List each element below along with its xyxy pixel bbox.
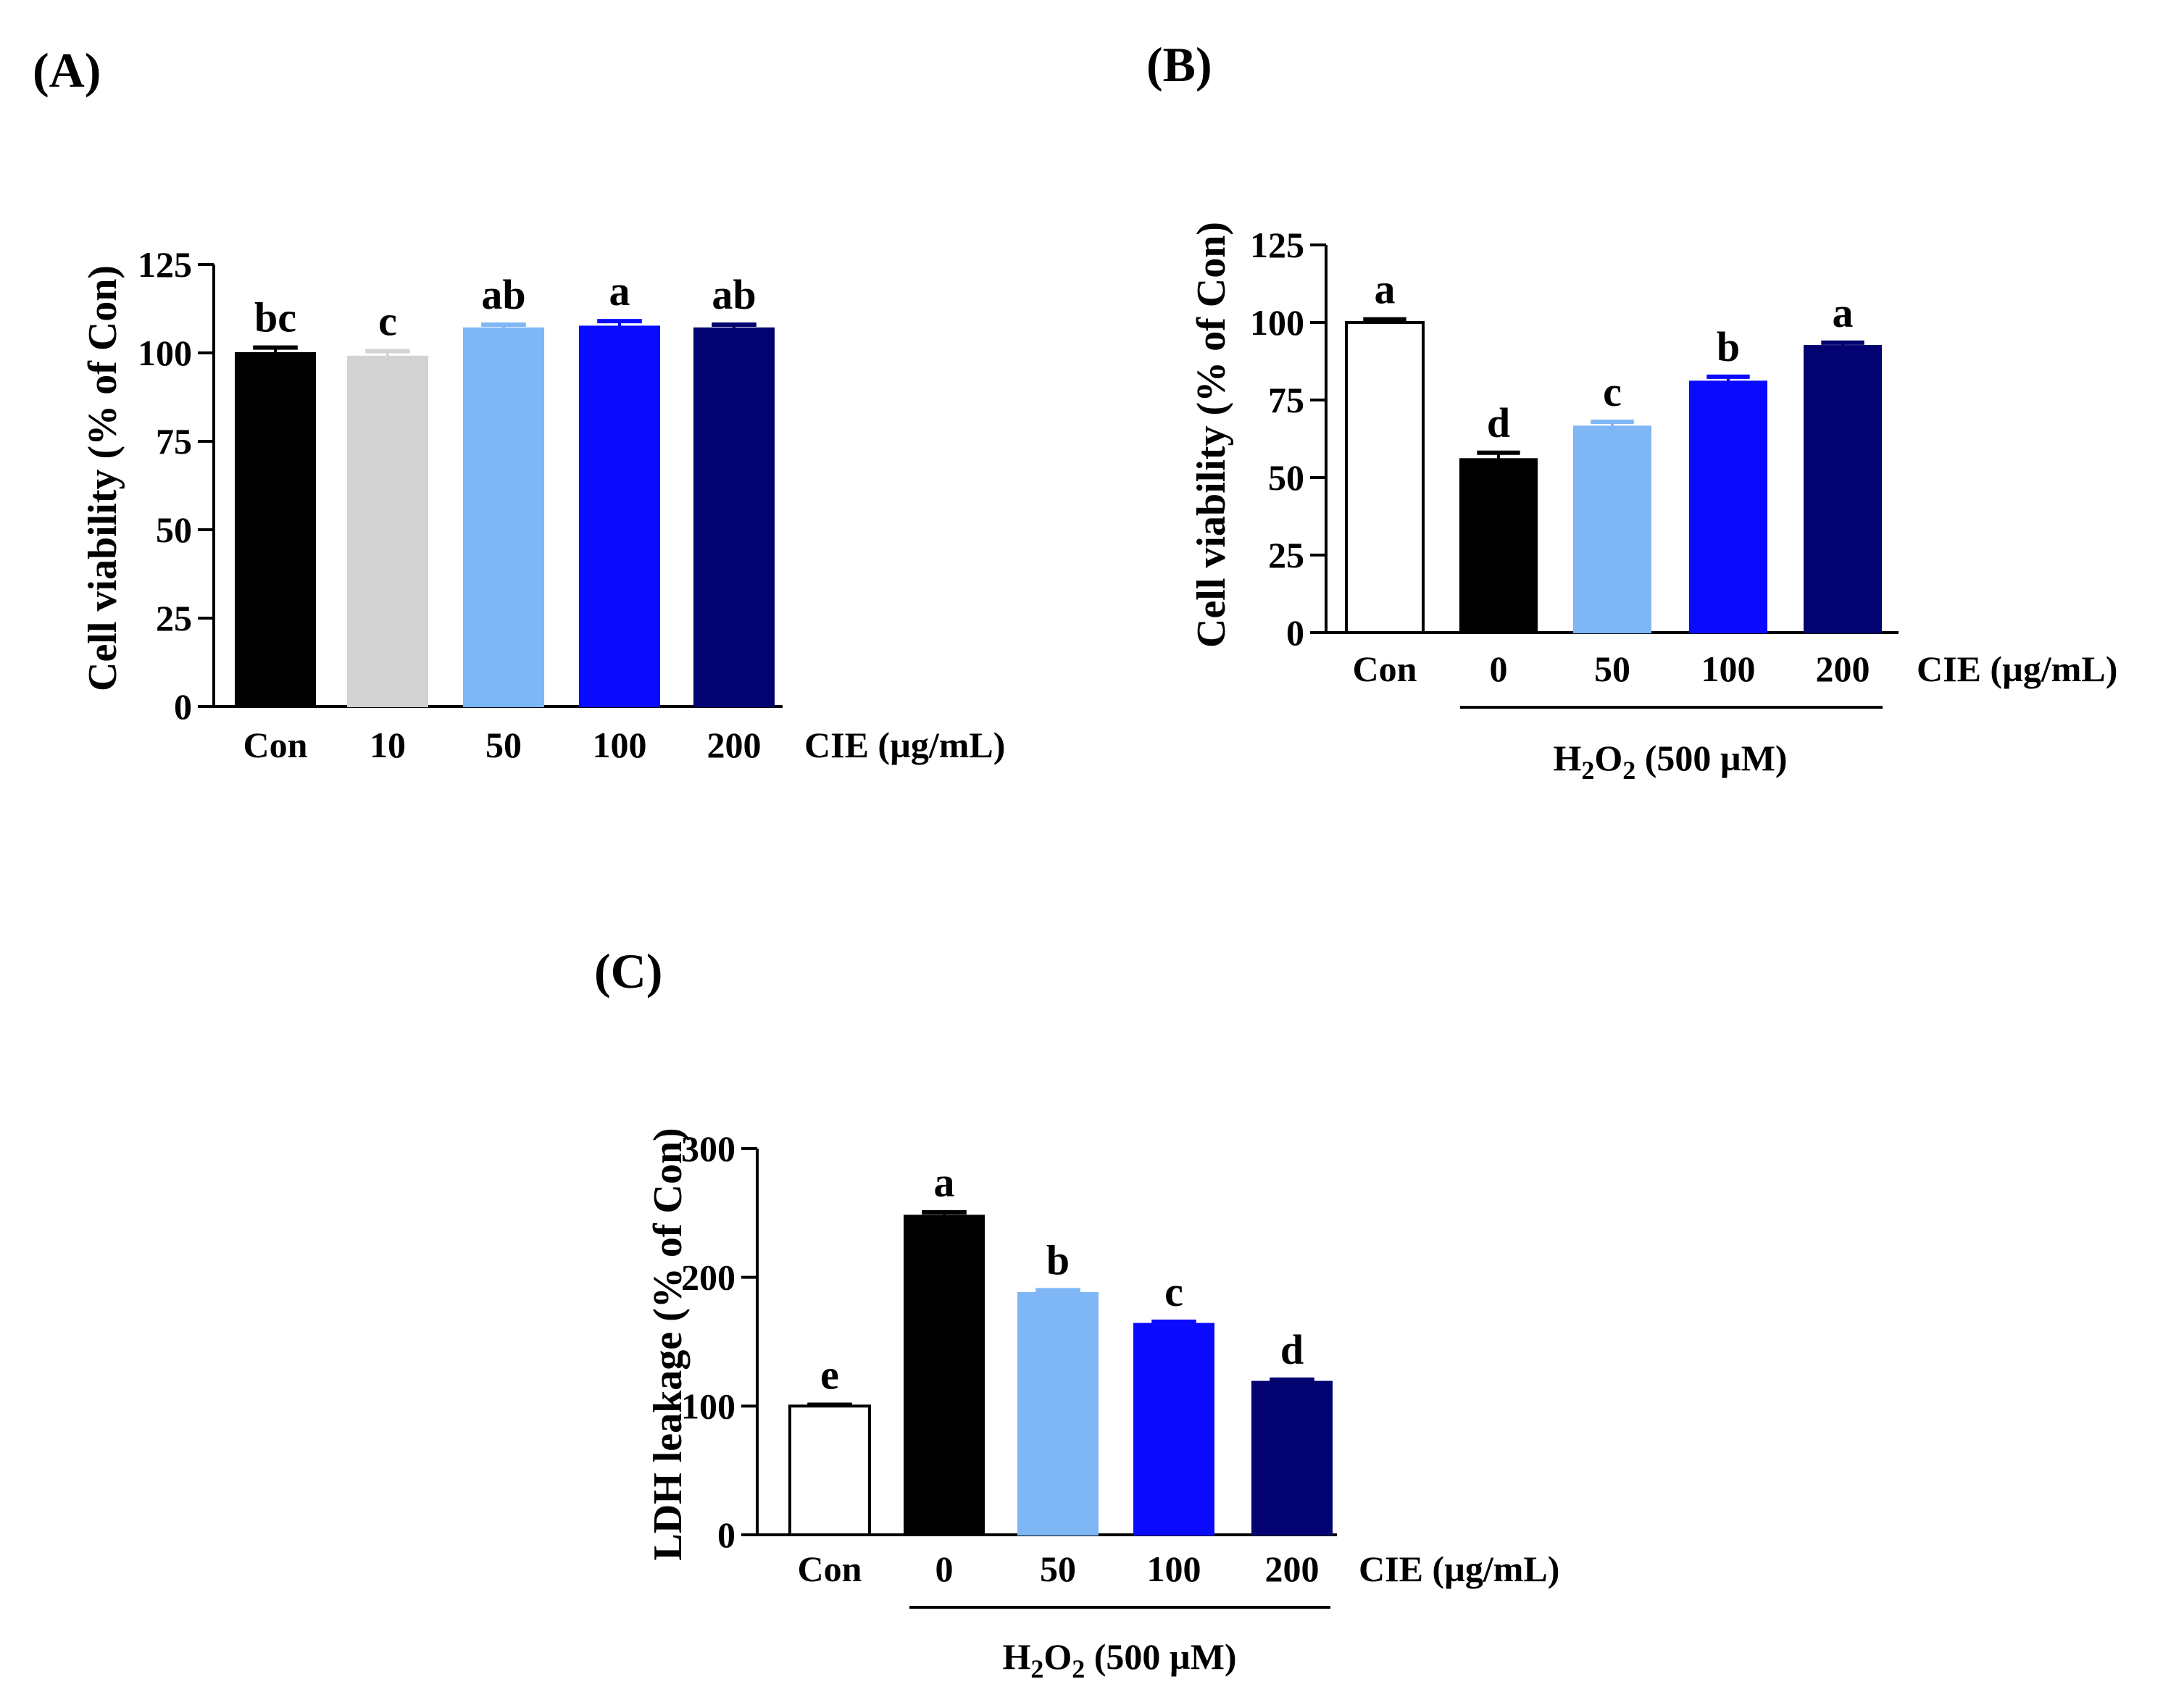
significance-label: e: [820, 1351, 839, 1399]
panel-label: (B): [1146, 37, 1212, 92]
x-tick-label: Con: [243, 725, 308, 765]
significance-label: d: [1487, 399, 1510, 446]
significance-label: c: [378, 298, 397, 345]
x-tick-label: 50: [485, 725, 522, 765]
significance-label: a: [609, 267, 630, 314]
x-tick-label: 0: [935, 1549, 954, 1589]
x-tick-label: Con: [798, 1549, 862, 1589]
bar-100: [579, 325, 660, 707]
y-tick-label: 0: [717, 1515, 735, 1555]
significance-label: c: [1164, 1268, 1183, 1315]
bar-100: [1133, 1322, 1214, 1536]
y-tick-label: 75: [1268, 380, 1304, 420]
chart-panel-1: (B) 0 25 50 75 100 125 Cell viability (% of Con…: [1146, 37, 2117, 785]
group-label: H2O2 (500 µM): [1002, 1636, 1236, 1683]
significance-label: b: [1046, 1236, 1070, 1283]
panel-label: (C): [594, 943, 662, 999]
y-tick-label: 75: [156, 421, 192, 462]
significance-label: ab: [712, 271, 756, 318]
chart-panel-0: (A) 0 25 50 75 100 125 Cell viability (% of Con…: [33, 43, 1005, 765]
x-tick-label: 100: [1701, 649, 1756, 689]
x-tick-label: 100: [593, 725, 647, 765]
x-unit-label: CIE (µg/mL): [804, 725, 1005, 765]
x-tick-label: 0: [1490, 649, 1508, 689]
y-axis-title: Cell viability (% of Con): [80, 265, 125, 691]
y-tick-label: 0: [174, 686, 192, 727]
x-tick-label: 200: [1265, 1549, 1320, 1589]
y-tick-label: 100: [138, 333, 192, 373]
y-tick-label: 125: [138, 244, 192, 285]
bar-50: [463, 327, 544, 707]
y-tick-label: 100: [681, 1386, 735, 1426]
bar-0: [1459, 458, 1538, 633]
x-tick-label: 200: [1816, 649, 1870, 689]
y-tick-label: 25: [156, 598, 192, 638]
bar-200: [1251, 1380, 1333, 1536]
x-tick-label: 100: [1147, 1549, 1201, 1589]
bar-10: [347, 355, 428, 707]
y-axis-title: LDH leakage (% of Con): [646, 1128, 691, 1560]
bar-0: [904, 1215, 985, 1536]
x-tick-label: 10: [370, 725, 406, 765]
bar-Con: [788, 1404, 871, 1537]
y-tick-label: 50: [1268, 457, 1304, 498]
bar-200: [693, 327, 775, 707]
y-tick-label: 0: [1286, 612, 1304, 653]
significance-label: b: [1717, 323, 1740, 370]
significance-label: a: [934, 1159, 955, 1206]
bar-50: [1573, 425, 1651, 633]
y-axis-title: Cell viability (% of Con): [1189, 222, 1234, 648]
y-tick-label: 200: [681, 1257, 735, 1298]
y-tick-label: 125: [1250, 225, 1304, 265]
bar-200: [1804, 345, 1882, 633]
significance-label: bc: [254, 294, 296, 341]
x-tick-label: Con: [1353, 649, 1417, 689]
y-tick-label: 50: [156, 509, 192, 550]
significance-label: c: [1603, 368, 1622, 415]
bar-Con: [1345, 321, 1425, 634]
bar-Con: [235, 352, 316, 707]
x-unit-label: CIE (µg/mL): [1359, 1549, 1559, 1589]
x-tick-label: 200: [707, 725, 762, 765]
significance-label: d: [1280, 1326, 1304, 1373]
bar-50: [1017, 1291, 1099, 1536]
significance-label: a: [1375, 266, 1396, 313]
bar-100: [1689, 380, 1767, 633]
significance-label: a: [1833, 289, 1854, 336]
panel-label: (A): [33, 43, 101, 98]
y-tick-label: 25: [1268, 535, 1304, 575]
y-tick-label: 100: [1250, 302, 1304, 343]
y-tick-label: 300: [681, 1128, 735, 1169]
x-tick-label: 50: [1040, 1549, 1076, 1589]
x-tick-label: 50: [1594, 649, 1630, 689]
group-label: H2O2 (500 µM): [1553, 738, 1787, 785]
x-unit-label: CIE (µg/mL): [1917, 649, 2117, 689]
significance-label: ab: [481, 271, 525, 318]
